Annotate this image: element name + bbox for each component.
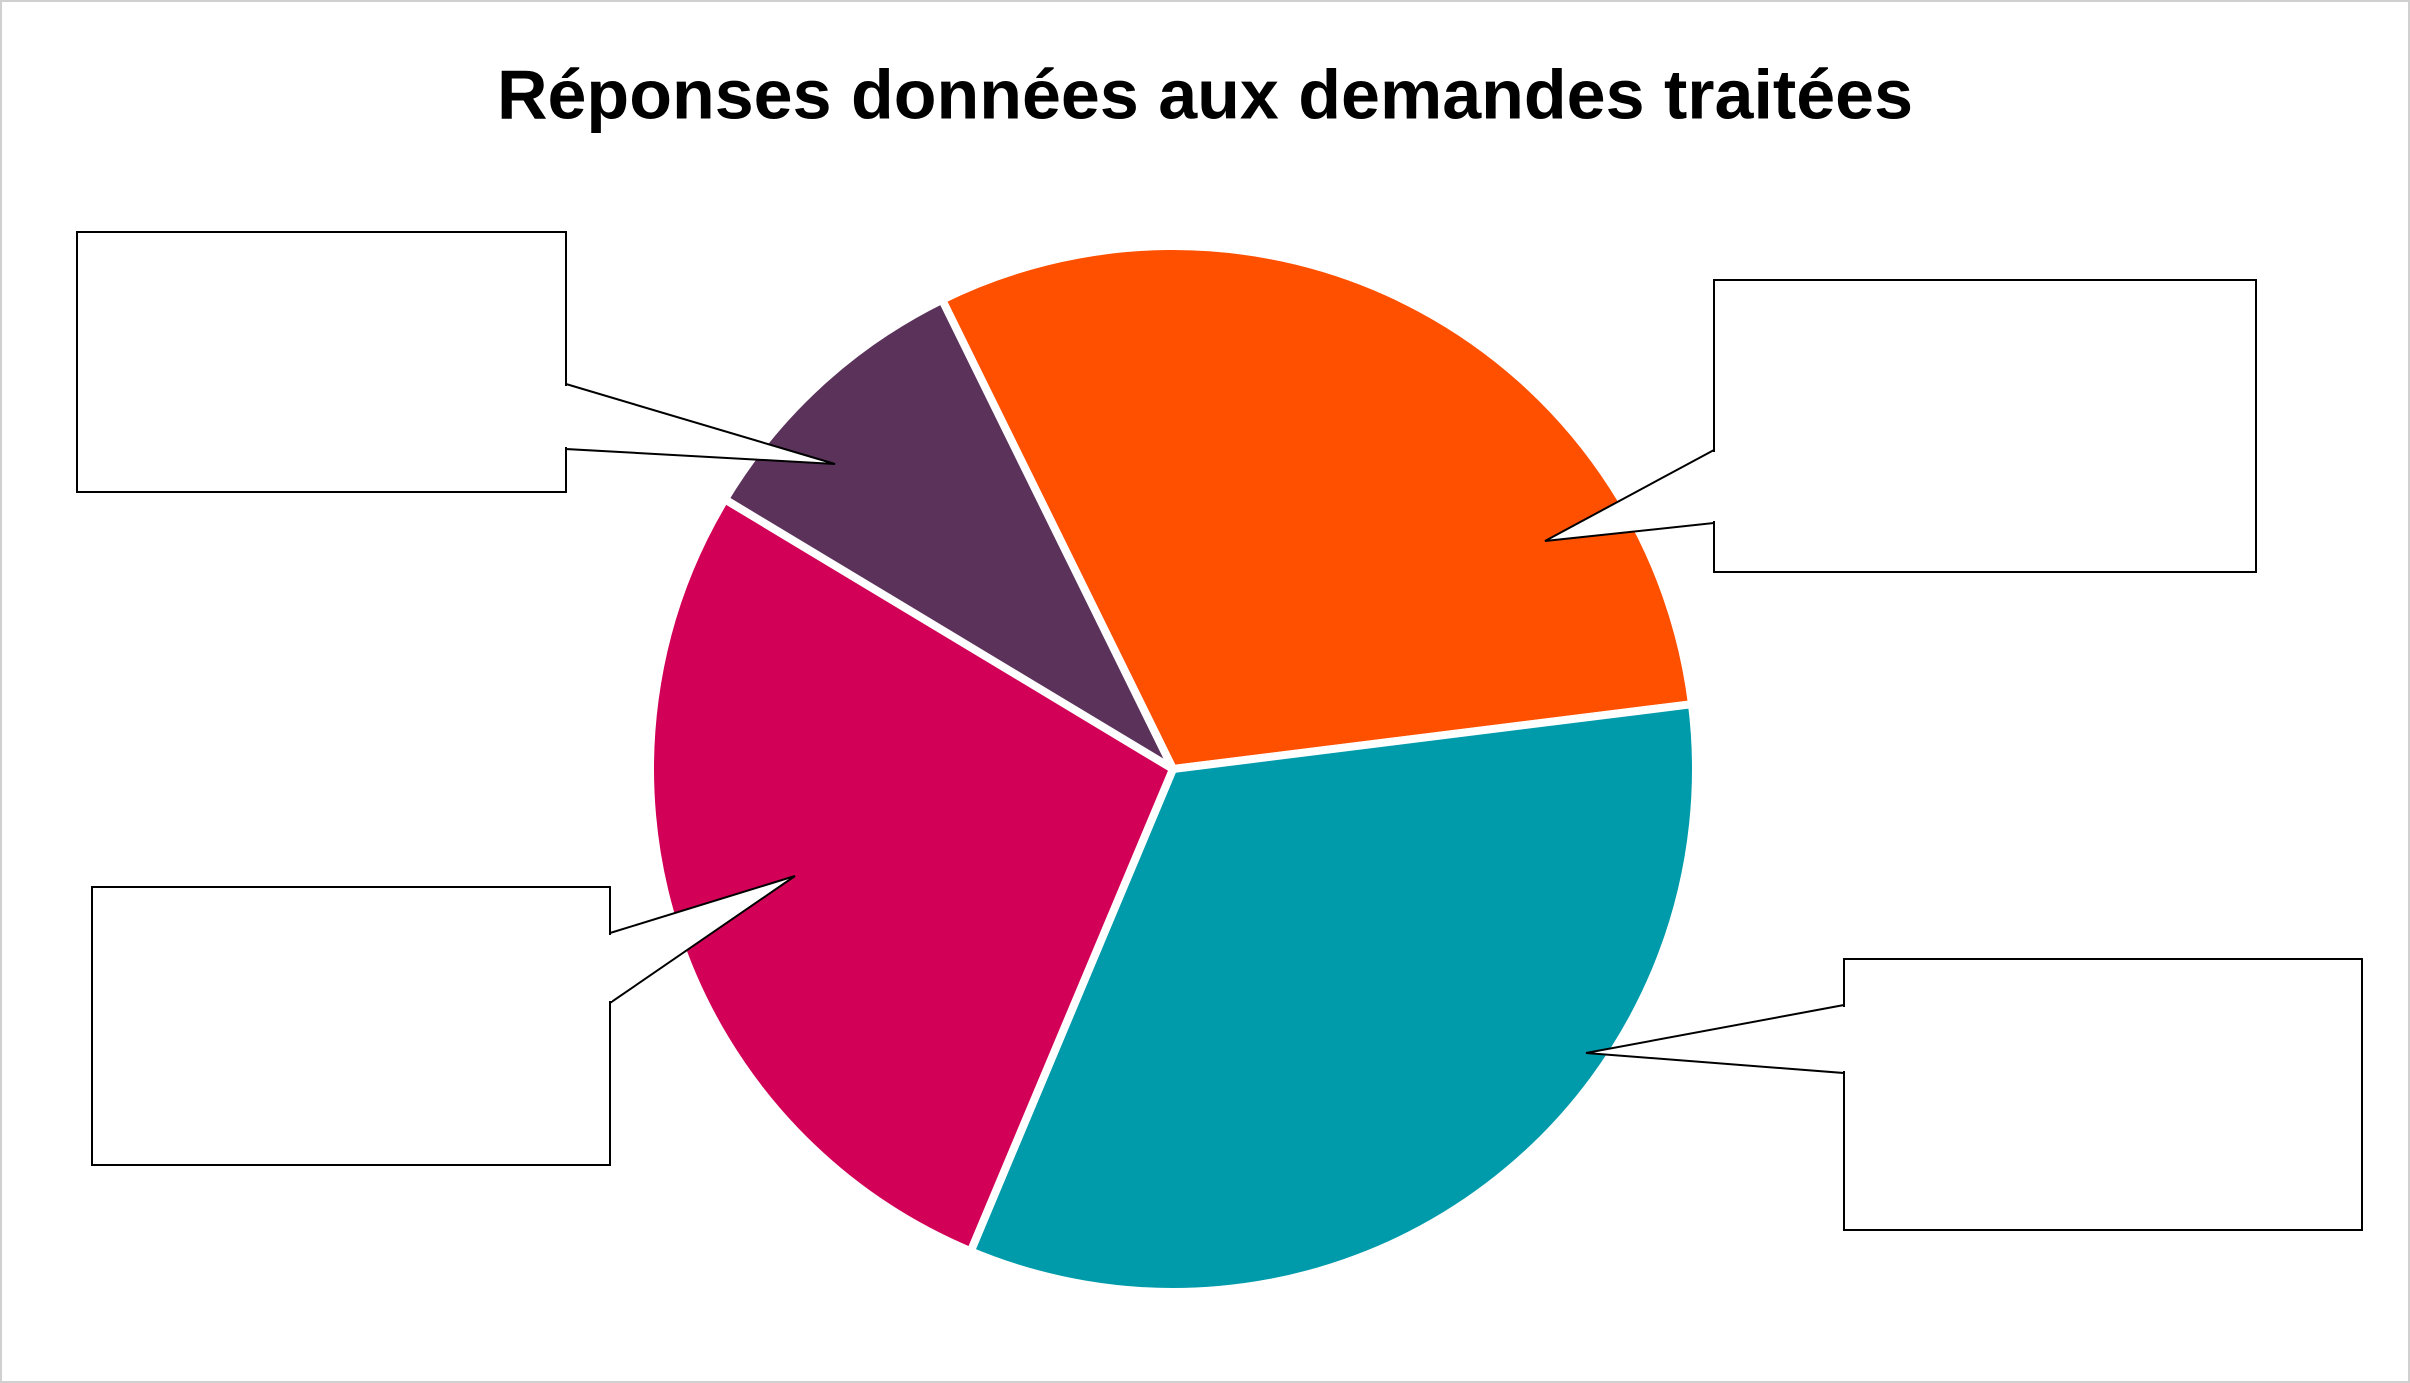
callout-box [76, 231, 567, 493]
callout-box [1843, 958, 2363, 1231]
callout-box [91, 886, 611, 1166]
chart-title: Réponses données aux demandes traitées [497, 55, 1913, 133]
callout-box [1713, 279, 2257, 573]
pie-slice [966, 700, 1700, 1297]
pie-slice [938, 242, 1696, 773]
pie-slice [720, 295, 1177, 773]
